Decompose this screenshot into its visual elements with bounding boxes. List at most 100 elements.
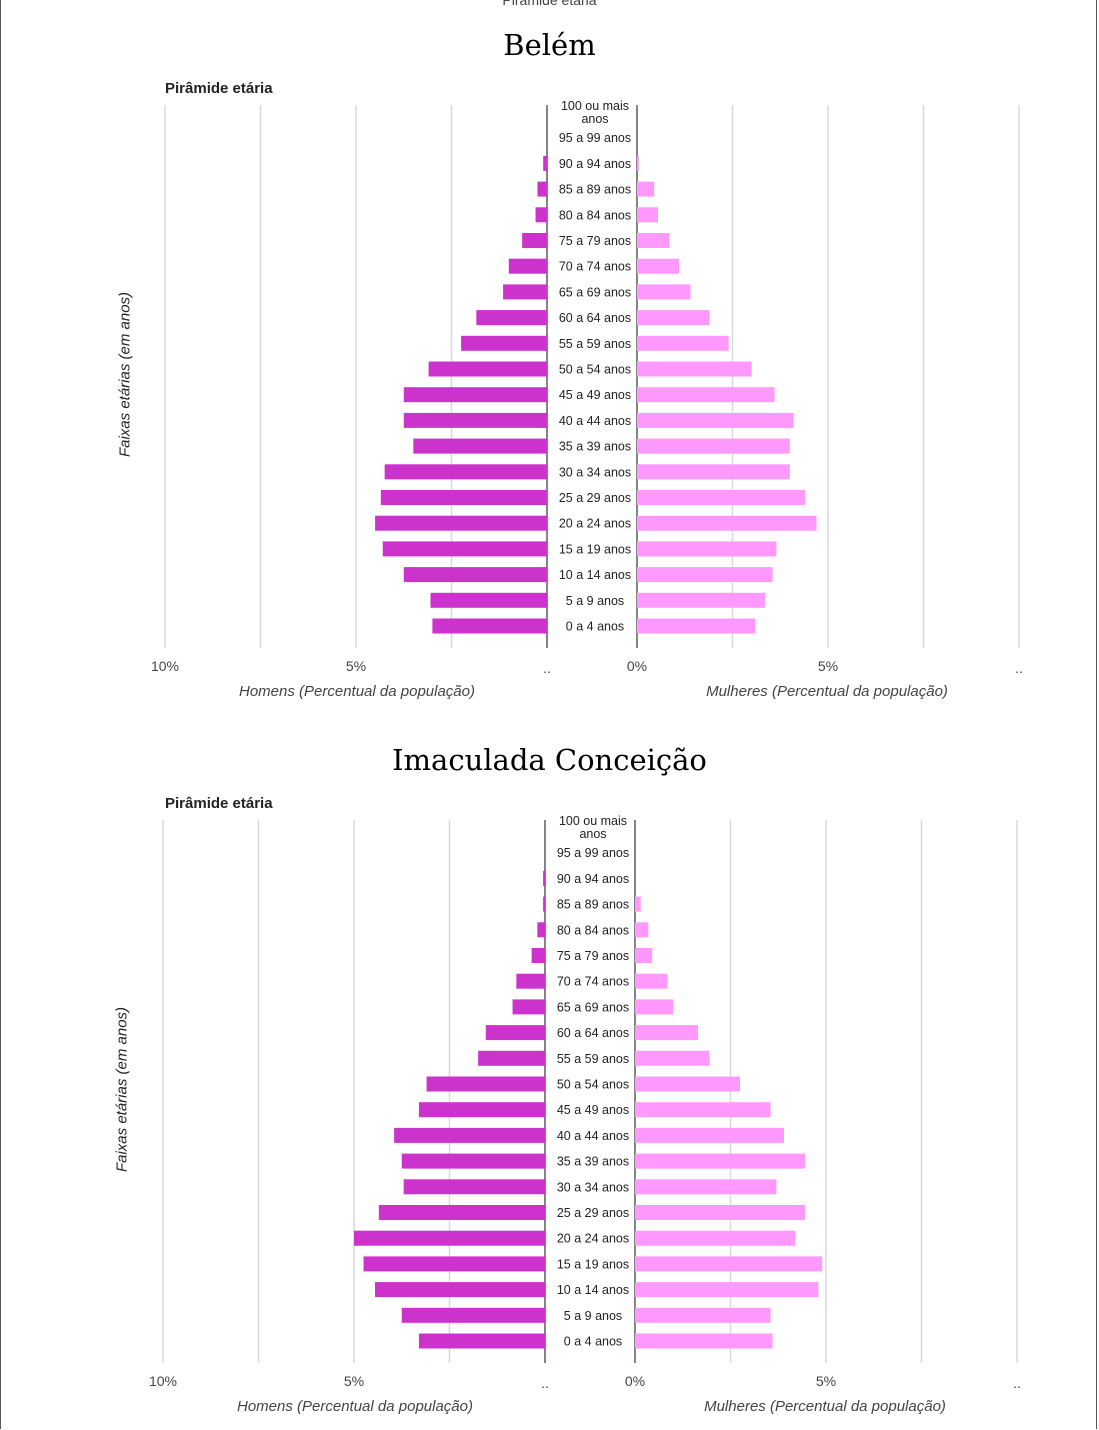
bar-men[interactable]	[432, 618, 547, 634]
bar-women[interactable]	[635, 922, 649, 938]
bar-men[interactable]	[543, 870, 545, 886]
x-tick-label-left: ..	[541, 1375, 549, 1391]
x-tick-label-right: ..	[1015, 660, 1023, 676]
bar-men[interactable]	[382, 541, 547, 557]
bar-men[interactable]	[403, 387, 547, 403]
bar-women[interactable]	[635, 1153, 805, 1169]
bar-men[interactable]	[378, 1205, 545, 1220]
bar-women[interactable]	[635, 948, 653, 963]
bar-men[interactable]	[401, 1307, 545, 1323]
bar-men[interactable]	[403, 1179, 545, 1195]
bar-women[interactable]	[635, 1282, 819, 1298]
bar-women[interactable]	[637, 438, 790, 454]
bar-women[interactable]	[637, 310, 710, 326]
pyramid-plot: 100 ou mais anos 95 a 99 anos 90 a 94 anos 8…	[162, 815, 1018, 1363]
bar-women[interactable]	[637, 258, 680, 274]
category-label: 75 a 79 anos	[559, 234, 631, 248]
bar-men[interactable]	[403, 567, 547, 583]
category-label: 0 a 4 anos	[564, 1335, 622, 1349]
bar-women[interactable]	[637, 464, 790, 480]
bar-women[interactable]	[637, 207, 659, 223]
bar-women[interactable]	[637, 361, 752, 377]
bar-men[interactable]	[401, 1153, 545, 1169]
category-label: 15 a 19 anos	[557, 1257, 629, 1271]
bar-women[interactable]	[635, 1256, 823, 1272]
bar-women[interactable]	[635, 1050, 710, 1066]
bar-women[interactable]	[635, 1179, 777, 1195]
bar-men[interactable]	[516, 973, 545, 989]
bar-women[interactable]	[635, 1127, 784, 1143]
bar-men[interactable]	[485, 1025, 545, 1041]
bar-men[interactable]	[375, 515, 547, 531]
category-label: 95 a 99 anos	[559, 131, 631, 145]
bar-women[interactable]	[635, 999, 674, 1015]
bar-men[interactable]	[380, 490, 547, 505]
x-tick-label-right: 5%	[817, 658, 839, 674]
bar-women[interactable]	[635, 1076, 741, 1092]
bar-men[interactable]	[522, 233, 547, 248]
bar-women[interactable]	[637, 412, 794, 428]
x-tick-label-left: ..	[543, 660, 551, 676]
x-axis-title-men: Homens (Percentual da população)	[237, 1398, 473, 1415]
bar-men[interactable]	[413, 438, 547, 454]
bar-women[interactable]	[635, 973, 668, 989]
bar-women[interactable]	[637, 515, 817, 531]
category-label: 25 a 29 anos	[559, 491, 631, 505]
category-label: 5 a 9 anos	[566, 594, 624, 608]
bar-men[interactable]	[418, 1102, 545, 1118]
bar-men[interactable]	[363, 1256, 545, 1272]
category-label: 20 a 24 anos	[559, 517, 631, 531]
bar-women[interactable]	[635, 1102, 771, 1118]
bar-men[interactable]	[543, 896, 545, 912]
bar-women[interactable]	[635, 896, 641, 912]
category-label: 10 a 14 anos	[559, 568, 631, 582]
bar-men[interactable]	[512, 999, 545, 1015]
bar-men[interactable]	[543, 155, 547, 171]
bar-men[interactable]	[531, 948, 545, 963]
bar-men[interactable]	[537, 922, 545, 938]
chart-title: Pirâmide etária	[165, 795, 273, 812]
bar-men[interactable]	[508, 258, 547, 274]
bar-women[interactable]	[637, 181, 655, 197]
category-label: 55 a 59 anos	[559, 337, 631, 351]
bar-women[interactable]	[637, 592, 765, 608]
category-label: 35 a 39 anos	[559, 440, 631, 454]
bar-women[interactable]	[637, 541, 777, 557]
category-label: 70 a 74 anos	[559, 260, 631, 274]
x-tick-label-left: 5%	[345, 658, 367, 674]
bar-women[interactable]	[637, 335, 729, 351]
category-label: 55 a 59 anos	[557, 1052, 629, 1066]
bar-men[interactable]	[354, 1230, 545, 1246]
bar-men[interactable]	[535, 207, 547, 223]
bar-men[interactable]	[537, 181, 547, 197]
bar-women[interactable]	[635, 1307, 771, 1323]
bar-women[interactable]	[635, 1333, 773, 1349]
x-tick-label-left: 10%	[150, 658, 180, 674]
bar-men[interactable]	[375, 1282, 545, 1298]
bar-women[interactable]	[637, 284, 691, 300]
bar-men[interactable]	[478, 1050, 545, 1066]
category-label: 40 a 44 anos	[559, 414, 631, 428]
bar-men[interactable]	[476, 310, 547, 326]
bar-men[interactable]	[384, 464, 547, 480]
bar-men[interactable]	[394, 1127, 545, 1143]
bar-women[interactable]	[637, 387, 775, 403]
bar-men[interactable]	[461, 335, 547, 351]
x-axis-title-women: Mulheres (Percentual da população)	[704, 1398, 946, 1415]
bar-women[interactable]	[637, 618, 756, 634]
bar-women[interactable]	[637, 490, 806, 505]
bar-men[interactable]	[430, 592, 547, 608]
bar-women[interactable]	[635, 1025, 699, 1041]
category-label: 90 a 94 anos	[557, 872, 629, 886]
bar-men[interactable]	[426, 1076, 545, 1092]
bar-men[interactable]	[418, 1333, 545, 1349]
bar-women[interactable]	[635, 1205, 805, 1220]
bar-men[interactable]	[503, 284, 547, 300]
bar-women[interactable]	[637, 567, 773, 583]
category-label: 20 a 24 anos	[557, 1232, 629, 1246]
bar-women[interactable]	[637, 155, 639, 171]
bar-women[interactable]	[635, 1230, 796, 1246]
bar-men[interactable]	[403, 412, 547, 428]
bar-women[interactable]	[637, 233, 670, 248]
bar-men[interactable]	[428, 361, 547, 377]
